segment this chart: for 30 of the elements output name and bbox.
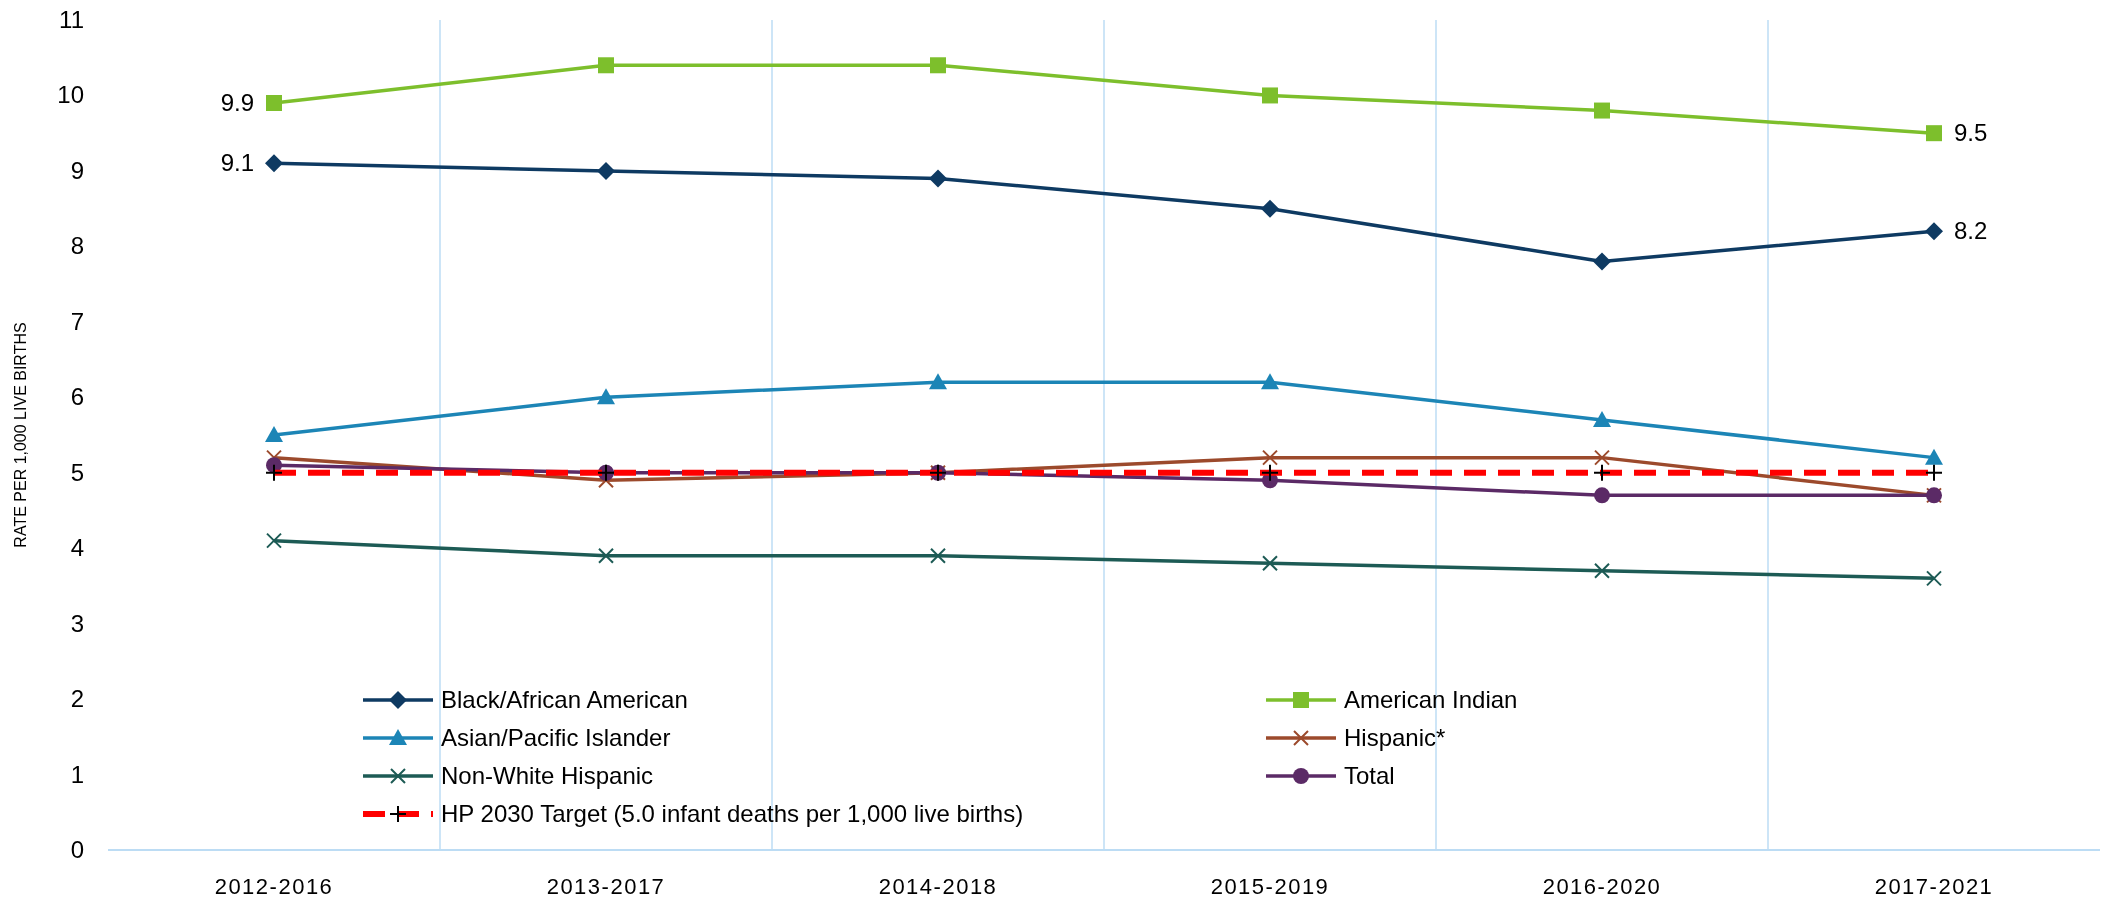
data-label: 9.5 xyxy=(1954,119,1988,147)
data-label: 8.2 xyxy=(1954,217,1988,245)
legend-label: Asian/Pacific Islander xyxy=(441,724,671,751)
y-tick-label: 10 xyxy=(57,81,84,109)
legend-label: Total xyxy=(1344,762,1395,789)
y-axis-title: RATE PER 1,000 LIVE BIRTHS xyxy=(12,322,29,548)
legend-label: American Indian xyxy=(1344,686,1518,713)
y-tick-label: 5 xyxy=(70,458,84,486)
y-tick-label: 0 xyxy=(70,836,84,863)
y-tick-label: 2 xyxy=(70,685,84,713)
x-tick-label: 2012-2016 xyxy=(214,874,334,899)
data-label: 9.1 xyxy=(220,149,254,177)
x-tick-label: 2015-2019 xyxy=(1210,874,1330,899)
data-label: 9.9 xyxy=(220,89,254,116)
y-tick-label: 9 xyxy=(70,156,84,184)
x-tick-label: 2014-2018 xyxy=(878,874,998,899)
legend-label: Hispanic* xyxy=(1344,724,1446,751)
y-tick-label: 4 xyxy=(70,534,84,562)
x-tick-label: 2013-2017 xyxy=(546,874,666,899)
y-tick-label: 8 xyxy=(70,232,84,260)
y-tick-label: 6 xyxy=(70,383,84,411)
y-tick-label: 3 xyxy=(70,609,84,637)
y-tick-label: 7 xyxy=(70,307,84,335)
legend-label: Non-White Hispanic xyxy=(441,762,654,789)
y-tick-label: 1 xyxy=(70,760,84,788)
y-tick-label: 11 xyxy=(59,6,84,33)
x-tick-label: 2017-2021 xyxy=(1874,874,1994,899)
legend-label: Black/African American xyxy=(441,686,688,713)
x-tick-label: 2016-2020 xyxy=(1542,874,1662,899)
legend-label: HP 2030 Target (5.0 infant deaths per 1,000 live births) xyxy=(441,800,1024,827)
